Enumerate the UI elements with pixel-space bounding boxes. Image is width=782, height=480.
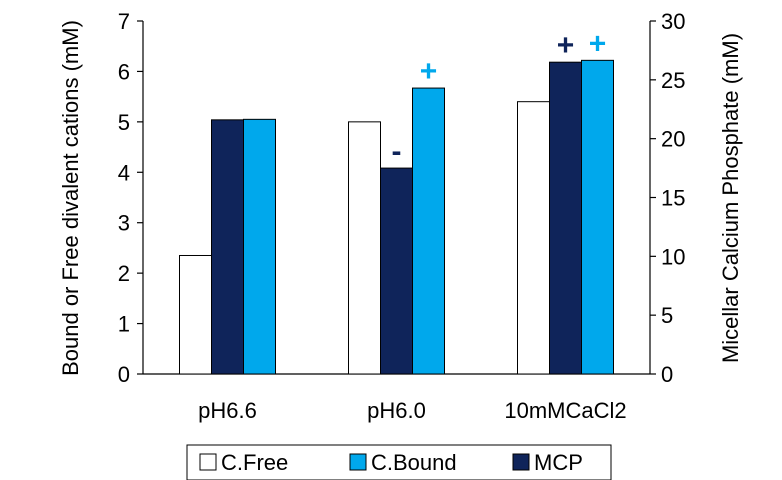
left-tick-label: 2 [118,261,130,286]
left-tick-label: 1 [118,312,130,337]
right-ticks: 0 5 10 15 20 25 30 [650,9,685,387]
right-tick-label: 10 [661,244,685,269]
bar-mcp [549,61,582,375]
left-tick-label: 7 [118,9,130,34]
bar-c-bound [243,118,276,375]
bar-c-free [517,101,550,375]
legend-swatch [199,453,217,471]
right-tick-label: 20 [661,127,685,152]
annotation-marker: + [589,27,607,60]
left-tick-label: 0 [118,362,130,387]
legend-swatch [349,453,367,471]
bar-mcp [211,119,244,375]
bars [179,59,614,375]
annotation-marker: + [557,29,575,62]
category-labels: pH6.6 pH6.0 10mMCaCl2 [198,398,626,423]
annotations: - + + + [392,27,607,168]
left-tick-label: 6 [118,59,130,84]
annotation-marker: - [392,135,402,168]
bar-c-bound [581,59,614,375]
legend-label: MCP [534,450,583,475]
right-tick-label: 25 [661,68,685,93]
bar-c-bound [412,87,445,375]
right-tick-label: 5 [661,303,673,328]
right-tick-label: 0 [661,362,673,387]
category-label: 10mMCaCl2 [504,398,626,423]
left-tick-label: 5 [118,110,130,135]
right-tick-label: 15 [661,186,685,211]
legend: C.Free C.Bound MCP [186,444,612,480]
legend-box [186,444,612,480]
right-tick-label: 30 [661,9,685,34]
left-tick-label: 4 [118,160,130,185]
annotation-marker: + [420,55,438,88]
legend-label: C.Bound [371,450,457,475]
legend-swatch [512,453,530,471]
bar-mcp [380,167,413,375]
left-ticks: 0 1 2 3 4 5 6 7 [118,9,143,387]
y2-axis-label: Micellar Calcium Phosphate (mM) [718,33,743,363]
left-tick-label: 3 [118,211,130,236]
category-label: pH6.0 [367,398,426,423]
bar-c-free [179,254,212,375]
legend-label: C.Free [221,450,288,475]
category-label: pH6.6 [198,398,257,423]
y-axis-label: Bound or Free divalent cations (mM) [58,20,83,376]
bar-c-free [348,121,381,375]
